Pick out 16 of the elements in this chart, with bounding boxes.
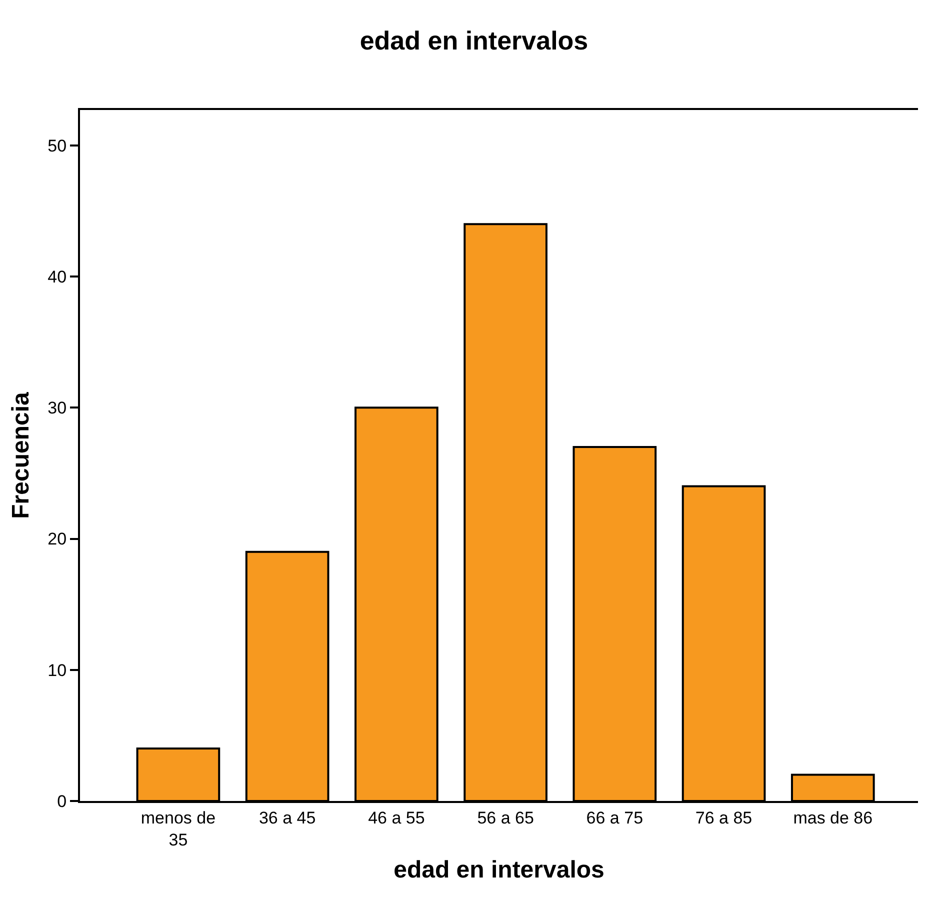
- y-tick-label: 50: [48, 136, 67, 156]
- y-tick-label: 30: [48, 398, 67, 418]
- y-tick-label: 40: [48, 267, 67, 286]
- x-tick-label: menos de 35: [140, 808, 216, 850]
- x-tick-label: 46 a 55: [368, 808, 425, 828]
- chart-title: edad en intervalos: [360, 26, 588, 56]
- x-tick-label: 36 a 45: [258, 808, 316, 828]
- x-tick-label: 76 a 85: [695, 808, 752, 828]
- x-axis-title: edad en intervalos: [394, 856, 604, 884]
- y-tick-label: 10: [48, 660, 67, 680]
- x-tick-label: 66 a 75: [586, 808, 644, 828]
- x-tick-label: 56 a 65: [477, 808, 534, 828]
- y-tick-label: 0: [57, 792, 67, 811]
- y-tick-label: 20: [48, 530, 67, 549]
- y-axis-title: Frecuencia: [7, 391, 34, 519]
- x-tick-label: mas de 86: [793, 808, 873, 828]
